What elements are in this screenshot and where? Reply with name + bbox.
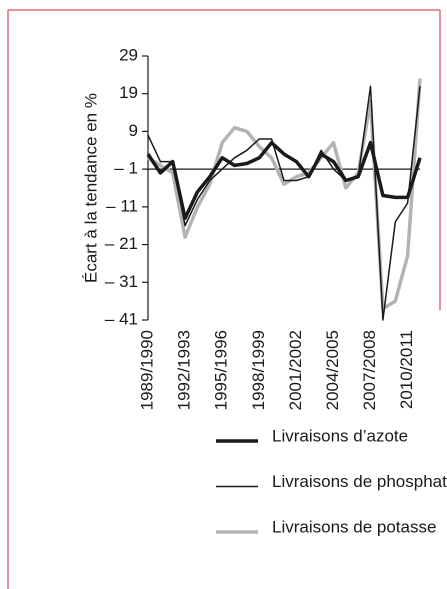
- x-tick-label: 2004/2005: [323, 330, 342, 410]
- legend-label: Livraisons d’azote: [272, 426, 408, 445]
- y-tick-label: 9: [129, 121, 138, 140]
- x-tick-label: 1995/1996: [212, 330, 231, 410]
- y-tick-label: 29: [119, 45, 138, 64]
- series-line: [146, 140, 422, 220]
- x-tick-label: 1989/1990: [137, 330, 156, 410]
- y-tick-label: – 31: [105, 272, 138, 291]
- y-tick-label: – 41: [105, 309, 138, 328]
- y-tick-label: – 11: [106, 196, 138, 215]
- series-line: [147, 78, 422, 311]
- legend-label: Livraisons de potasse: [272, 517, 436, 536]
- y-axis-title: Écart à la tendance en %: [81, 93, 100, 283]
- y-tick-label: – 21: [105, 234, 138, 253]
- x-tick-label: 1992/1993: [175, 330, 194, 410]
- x-tick-label: 1998/1999: [249, 330, 268, 410]
- y-tick-label: – 1: [114, 159, 138, 178]
- x-tick-label: 2010/2011: [397, 330, 416, 409]
- legend-label: Livraisons de phosphate: [272, 472, 447, 491]
- series-line: [147, 85, 421, 321]
- x-tick-label: 2007/2008: [360, 330, 379, 410]
- y-tick-label: 19: [119, 83, 138, 102]
- x-tick-label: 2001/2002: [286, 330, 305, 410]
